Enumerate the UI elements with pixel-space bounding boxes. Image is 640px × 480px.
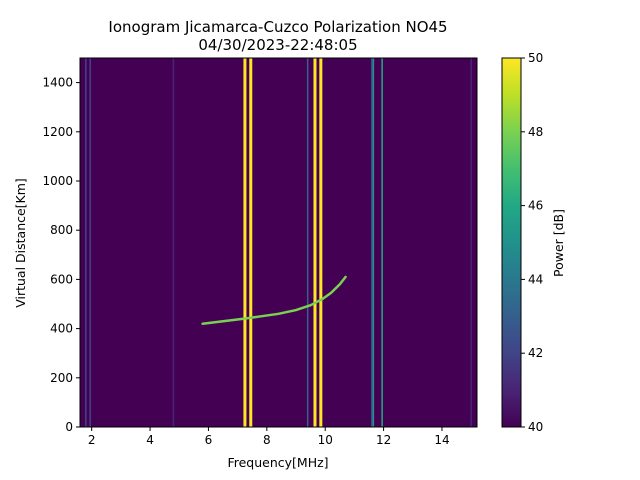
y-tick-label: 400: [50, 322, 73, 336]
colorbar-tick-label: 44: [528, 272, 543, 286]
interference-line-11: [470, 58, 472, 427]
y-tick-label: 800: [50, 223, 73, 237]
heatmap-marks: [85, 58, 472, 427]
interference-line-10: [381, 58, 383, 427]
y-axis-label: Virtual Distance[Km]: [13, 178, 28, 308]
chart-subtitle: 04/30/2023-22:48:05: [198, 36, 357, 54]
y-tick-label: 1000: [42, 174, 73, 188]
interference-line-4: [249, 58, 253, 427]
interference-line-2: [172, 58, 175, 427]
interference-line-1: [89, 58, 91, 427]
colorbar-tick-label: 46: [528, 199, 543, 213]
x-tick-label: 6: [205, 433, 213, 447]
y-axis-ticks: 0 200 400 600 800 1000 1200 1400: [42, 76, 80, 434]
colorbar-tick-label: 40: [528, 420, 543, 434]
x-tick-label: 14: [434, 433, 449, 447]
colorbar: [501, 57, 522, 428]
interference-line-9: [372, 58, 375, 427]
colorbar-ticks: 40 42 44 46 48 50: [521, 51, 543, 434]
x-tick-label: 10: [318, 433, 333, 447]
colorbar-tick-label: 42: [528, 346, 543, 360]
echo-trace: [201, 275, 347, 325]
x-tick-label: 12: [376, 433, 391, 447]
y-tick-label: 600: [50, 272, 73, 286]
colorbar-label: Power [dB]: [551, 209, 566, 277]
x-tick-label: 4: [146, 433, 154, 447]
interference-line-8: [371, 58, 373, 427]
interference-line-0: [85, 58, 87, 427]
y-tick-label: 0: [65, 420, 73, 434]
x-tick-label: 8: [263, 433, 271, 447]
plot-area: [80, 58, 477, 427]
x-axis-ticks: 2 4 6 8 10 12 14: [88, 427, 450, 447]
y-tick-label: 1200: [42, 125, 73, 139]
colorbar-tick-label: 50: [528, 51, 543, 65]
x-tick-label: 2: [88, 433, 96, 447]
y-tick-label: 1400: [42, 76, 73, 90]
y-tick-label: 200: [50, 371, 73, 385]
interference-line-6: [313, 58, 317, 427]
plot-frame: [79, 57, 478, 428]
interference-line-5: [306, 58, 309, 427]
x-axis-label: Frequency[MHz]: [227, 455, 328, 470]
colorbar-tick-label: 48: [528, 125, 543, 139]
chart-title: Ionogram Jicamarca-Cuzco Polarization NO…: [108, 18, 447, 36]
interference-line-3: [243, 58, 247, 427]
interference-line-7: [319, 58, 323, 427]
